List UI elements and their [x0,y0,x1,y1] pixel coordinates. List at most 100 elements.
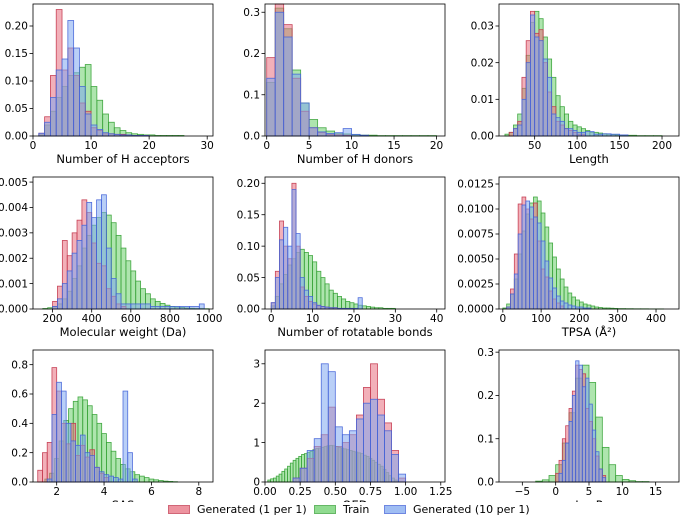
x-tick-label: 800 [160,313,180,325]
bar-generated-10 [61,283,68,310]
x-tick-label: 10 [345,140,358,152]
series-generated-10-number-of-h-donors [266,11,369,137]
panel-number-of-h-acceptors: 0 10 20 30 0.00 0.05 0.10 0.15 0.20 Number of H a… [5,3,214,166]
y-tick-label: 0.0100 [457,204,494,216]
bar-generated-10 [342,128,353,137]
bar-generated-10 [122,390,129,483]
bar-train [341,298,347,310]
axes-frame [498,176,680,310]
bar-generated-10 [510,293,515,310]
bar-generated-10 [567,304,573,310]
legend-swatch-generated-10 [384,505,406,514]
panel-sas: 2 4 6 8 0.0 0.2 0.4 0.6 0.8 SAS [11,349,214,502]
y-tick-label: 0.1 [243,89,260,101]
x-axis-label: QED [342,498,367,502]
bar-train [284,468,288,483]
x-tick-label: 1.25 [429,486,452,498]
x-tick-label: 5 [586,486,593,498]
bar-generated-10 [521,98,527,137]
y-tick-label: 0.20 [237,178,260,190]
bar-generated-1 [37,469,43,483]
x-tick-label: 50 [528,140,541,152]
bar-generated-10 [84,113,92,137]
bar-generated-10 [538,40,544,137]
x-tick-label: −5 [515,486,530,498]
axes-frame [32,3,214,137]
bar-generated-10 [300,102,310,137]
bar-generated-10 [568,128,574,137]
bar-generated-10 [291,189,297,310]
x-tick-label: 200 [569,313,589,325]
y-tick-label: 0.20 [5,21,28,33]
bar-train [278,473,283,483]
bar-generated-10 [559,120,565,137]
bar-generated-10 [113,477,119,483]
bar-generated-10 [75,444,81,483]
series-generated-10-qed [292,363,407,483]
y-tick-label: 0.8 [11,359,28,371]
bar-generated-10 [283,226,289,310]
bar-generated-10 [198,303,205,310]
bar-generated-10 [140,303,151,310]
legend-label-generated-1: Generated (1 per 1) [197,503,307,516]
y-tick-label: 0.00 [471,131,494,143]
y-tick-label: 0.03 [471,21,494,33]
bar-generated-10 [598,468,603,483]
x-tick-label: 100 [567,140,587,152]
bar-generated-10 [44,121,51,137]
y-tick-label: 2 [253,398,260,410]
bar-generated-10 [110,278,117,310]
x-axis-label: Length [569,152,609,166]
x-tick-label: 20 [430,140,443,152]
bar-train [275,475,280,483]
bar-generated-10 [555,117,561,137]
x-tick-label: 15 [649,486,662,498]
bar-generated-10 [96,128,104,137]
y-tick-label: 0.4 [11,418,28,430]
legend-label-train: Train [343,503,370,516]
bar-train [148,478,155,483]
bar-train [289,462,294,483]
bar-generated-10 [313,438,322,483]
x-tick-label: 0.50 [324,486,347,498]
bar-generated-10 [568,421,573,483]
bar-generated-10 [312,302,318,310]
y-tick-label: 0.0075 [457,229,494,241]
y-tick-label: 0.15 [5,48,28,60]
x-tick-label: 4 [101,486,108,498]
y-tick-label: 0.15 [237,209,260,221]
y-tick-label: 0.004 [0,202,28,214]
x-tick-label: 20 [142,140,155,152]
bar-generated-1 [555,472,560,483]
y-tick-label: 0.0000 [457,304,494,316]
bar-generated-10 [575,360,580,483]
bar-generated-10 [79,86,86,137]
y-tick-label: 0.02 [471,57,494,69]
x-axis-label: Molecular weight (Da) [60,325,187,339]
bar-generated-10 [274,277,280,310]
bar-generated-10 [56,381,62,483]
bar-generated-10 [90,124,98,137]
bar-generated-10 [103,474,110,483]
bar-generated-10 [71,252,78,310]
bar-generated-10 [341,434,350,483]
bar-generated-10 [317,131,327,137]
bar-train [130,270,137,310]
bar-train [361,305,367,310]
bar-generated-10 [84,452,91,483]
y-tick-label: 0.003 [0,228,28,240]
y-tick-label: 0.05 [5,103,28,115]
x-tick-label: 20 [347,313,360,325]
y-tick-label: 3 [253,358,260,370]
bar-generated-10 [320,363,329,483]
bar-generated-10 [55,69,63,137]
y-tick-label: 0.2 [243,48,260,60]
bar-generated-10 [565,442,570,483]
x-tick-label: 150 [610,140,630,152]
bar-generated-10 [391,454,399,483]
bar-generated-10 [521,204,527,310]
bar-generated-10 [91,217,97,310]
bar-generated-10 [66,270,73,310]
bar-generated-10 [580,131,587,137]
bar-train [324,283,330,310]
